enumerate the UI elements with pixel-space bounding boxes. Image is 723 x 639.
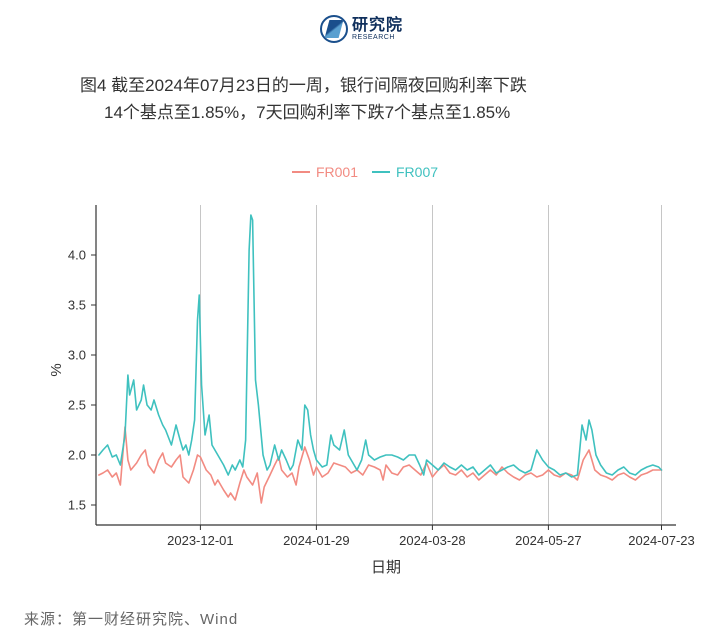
legend-label: FR007 [396,164,438,180]
x-tick-label: 2024-01-29 [283,533,350,548]
plot-svg [96,205,676,525]
logo-icon [320,15,348,43]
legend-label: FR001 [316,164,358,180]
header-logo: 研究院 RESEARCH [0,0,723,50]
legend-swatch [292,171,310,174]
y-axis-title: % [48,363,65,376]
legend-item: FR001 [292,164,358,180]
x-tick-label: 2024-03-28 [399,533,466,548]
source-text: 来源：第一财经研究院、Wind [24,608,238,629]
title-line-1: 图4 截至2024年07月23日的一周，银行间隔夜回购利率下跌 [80,72,663,99]
legend-swatch [372,171,390,174]
x-tick-label: 2024-07-23 [628,533,695,548]
y-tick-label: 4.0 [68,248,86,263]
legend-item: FR007 [372,164,438,180]
x-axis-title: 日期 [371,556,401,577]
chart-area: FR001FR007 % 日期 1.52.02.53.03.54.02023-1… [40,155,690,585]
chart-title: 图4 截至2024年07月23日的一周，银行间隔夜回购利率下跌 14个基点至1.… [0,50,723,126]
legend: FR001 FR007 [40,155,690,189]
logo-cn: 研究院 [352,18,403,34]
y-tick-label: 3.5 [68,298,86,313]
x-tick-label: 2024-05-27 [515,533,582,548]
plot: 日期 1.52.02.53.03.54.02023-12-012024-01-2… [96,205,676,525]
title-line-2: 14个基点至1.85%，7天回购利率下跌7个基点至1.85% [80,99,663,126]
logo-en: RESEARCH [352,34,403,41]
y-tick-label: 2.0 [68,448,86,463]
x-tick-label: 2023-12-01 [167,533,234,548]
y-tick-label: 1.5 [68,498,86,513]
y-tick-label: 3.0 [68,348,86,363]
y-tick-label: 2.5 [68,398,86,413]
logo-text: 研究院 RESEARCH [352,18,403,41]
